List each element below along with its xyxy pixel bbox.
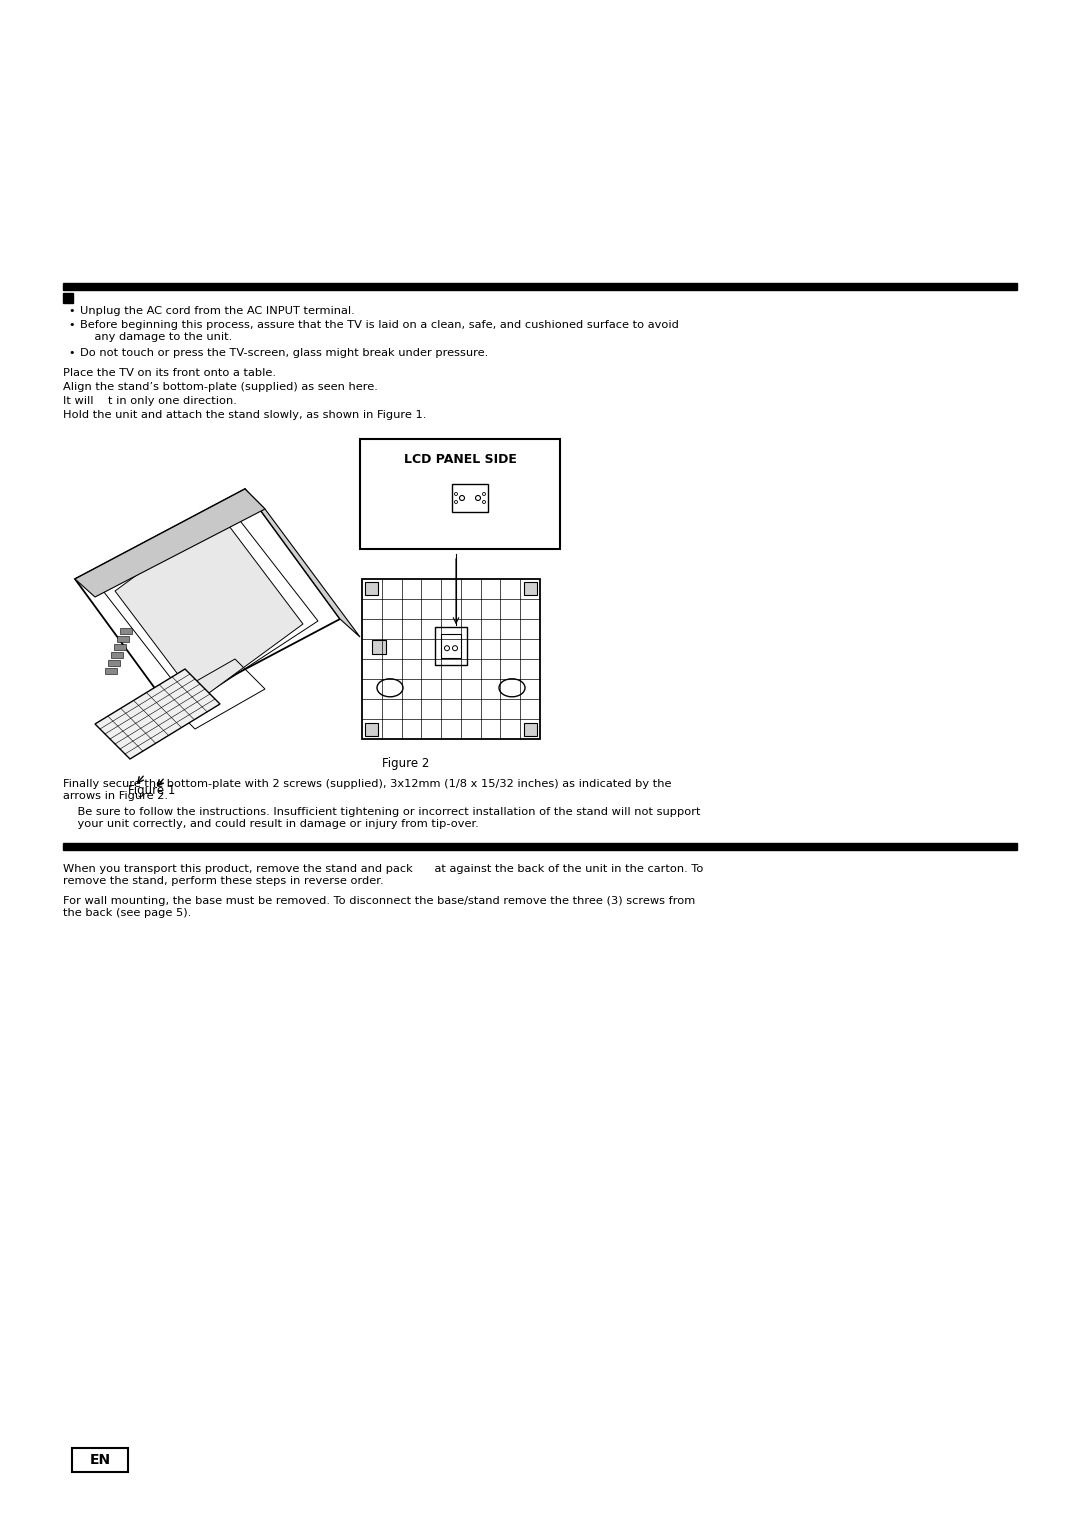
Polygon shape xyxy=(75,489,265,597)
Polygon shape xyxy=(95,669,220,759)
Text: EN: EN xyxy=(90,1454,110,1467)
Text: Finally secure the bottom-plate with 2 screws (supplied), 3x12mm (1/8 x 15/32 in: Finally secure the bottom-plate with 2 s… xyxy=(63,779,672,800)
Ellipse shape xyxy=(377,680,403,696)
Polygon shape xyxy=(114,515,303,701)
Text: •: • xyxy=(68,321,75,330)
Bar xyxy=(362,579,540,739)
Text: Place the TV on its front onto a table.: Place the TV on its front onto a table. xyxy=(63,368,276,379)
Bar xyxy=(105,667,117,673)
Polygon shape xyxy=(245,489,360,637)
Bar xyxy=(360,438,561,550)
Bar xyxy=(111,652,123,658)
Text: Be sure to follow the instructions. Insufficient tightening or incorrect install: Be sure to follow the instructions. Insu… xyxy=(63,806,701,829)
Bar xyxy=(365,722,378,736)
Text: Before beginning this process, assure that the TV is laid on a clean, safe, and : Before beginning this process, assure th… xyxy=(80,321,679,342)
Text: !: ! xyxy=(66,295,69,301)
Bar xyxy=(120,628,132,634)
Text: LCD PANEL SIDE: LCD PANEL SIDE xyxy=(404,454,516,466)
Text: •: • xyxy=(68,348,75,357)
Text: When you transport this product, remove the stand and pack      at against the b: When you transport this product, remove … xyxy=(63,864,703,886)
Text: It will    t in only one direction.: It will t in only one direction. xyxy=(63,395,237,406)
Ellipse shape xyxy=(499,680,525,696)
Bar xyxy=(63,282,1017,290)
Bar xyxy=(108,660,120,666)
Bar xyxy=(453,484,488,512)
Bar xyxy=(435,628,467,666)
Bar xyxy=(72,1448,129,1472)
Bar xyxy=(441,634,461,658)
Bar xyxy=(365,582,378,596)
Bar xyxy=(372,640,386,654)
Text: Do not touch or press the TV-screen, glass might break under pressure.: Do not touch or press the TV-screen, gla… xyxy=(80,348,488,357)
Text: For wall mounting, the base must be removed. To disconnect the base/stand remove: For wall mounting, the base must be remo… xyxy=(63,896,696,918)
Text: Figure 2: Figure 2 xyxy=(382,757,430,770)
Bar xyxy=(114,644,126,651)
Bar xyxy=(524,722,537,736)
Text: Align the stand’s bottom-plate (supplied) as seen here.: Align the stand’s bottom-plate (supplied… xyxy=(63,382,378,392)
Bar xyxy=(63,293,73,302)
Text: Figure 1: Figure 1 xyxy=(129,783,175,797)
Text: Hold the unit and attach the stand slowly, as shown in Figure 1.: Hold the unit and attach the stand slowl… xyxy=(63,411,427,420)
Text: Unplug the AC cord from the AC INPUT terminal.: Unplug the AC cord from the AC INPUT ter… xyxy=(80,305,354,316)
Bar xyxy=(63,843,1017,851)
Text: •: • xyxy=(68,305,75,316)
Bar xyxy=(117,637,129,641)
Bar xyxy=(524,582,537,596)
